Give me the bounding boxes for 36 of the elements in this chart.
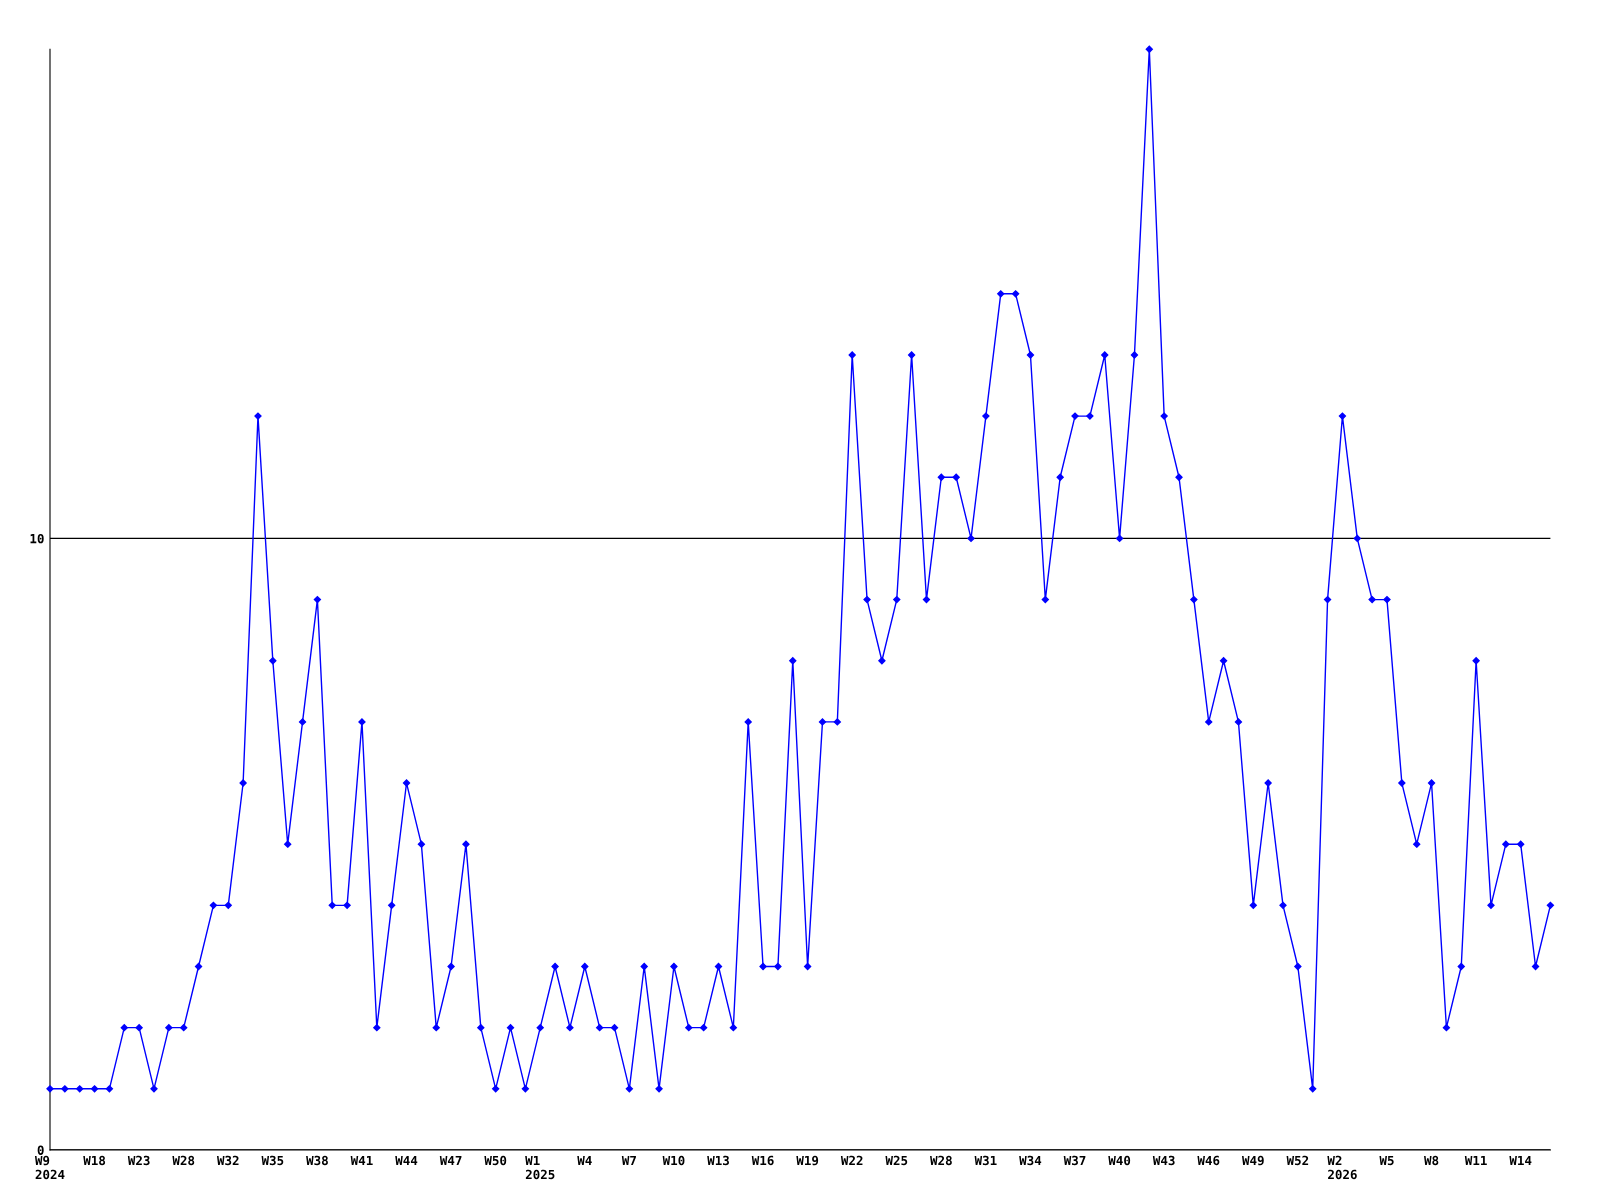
x-tick-label: W7 bbox=[621, 1155, 636, 1166]
x-tick-label: W5 bbox=[1379, 1155, 1394, 1166]
x-tick-label: W25 bbox=[885, 1155, 908, 1166]
x-tick-label: W19 bbox=[796, 1155, 819, 1166]
x-tick-label: W11 bbox=[1464, 1155, 1487, 1166]
x-tick-label: W4 bbox=[577, 1155, 592, 1166]
x-tick-label: W38 bbox=[306, 1155, 328, 1166]
x-tick-label: W47 bbox=[439, 1155, 462, 1166]
x-tick-label: W16 bbox=[751, 1155, 774, 1166]
x-tick-label: W10 bbox=[662, 1155, 685, 1166]
x-tick-label: W18 bbox=[83, 1155, 106, 1166]
x-tick-label: W14 bbox=[1509, 1155, 1532, 1166]
x-tick-label: W41 bbox=[350, 1155, 373, 1166]
x-tick-label: W23 bbox=[127, 1155, 150, 1166]
x-tick-label: W31 bbox=[974, 1155, 997, 1166]
x-tick-label: W34 bbox=[1019, 1155, 1042, 1166]
x-tick-label: W9 2024 bbox=[34, 1155, 65, 1180]
x-tick-label: W2 2026 bbox=[1327, 1155, 1357, 1180]
x-tick-label: W43 bbox=[1152, 1155, 1175, 1166]
x-tick-label: W50 bbox=[484, 1155, 507, 1166]
x-tick-label: W1 2025 bbox=[525, 1155, 555, 1180]
x-tick-label: W32 bbox=[216, 1155, 239, 1166]
x-tick-label: W46 bbox=[1197, 1155, 1220, 1166]
x-tick-label: W28 bbox=[930, 1155, 952, 1166]
x-tick-label: W28 bbox=[172, 1155, 195, 1166]
x-tick-label: W52 bbox=[1286, 1155, 1309, 1166]
x-tick-label: W8 bbox=[1424, 1155, 1439, 1166]
x-tick-label: W13 bbox=[707, 1155, 729, 1166]
x-tick-label: W44 bbox=[395, 1155, 418, 1166]
x-tick-label: W37 bbox=[1063, 1155, 1086, 1166]
y-tick-label: 10 bbox=[30, 533, 44, 544]
x-tick-label: W35 bbox=[261, 1155, 284, 1166]
x-tick-label: W22 bbox=[840, 1155, 863, 1166]
x-tick-label: W49 bbox=[1242, 1155, 1264, 1166]
y-tick-label: 0 bbox=[37, 1145, 44, 1155]
x-tick-label: W40 bbox=[1108, 1155, 1131, 1166]
